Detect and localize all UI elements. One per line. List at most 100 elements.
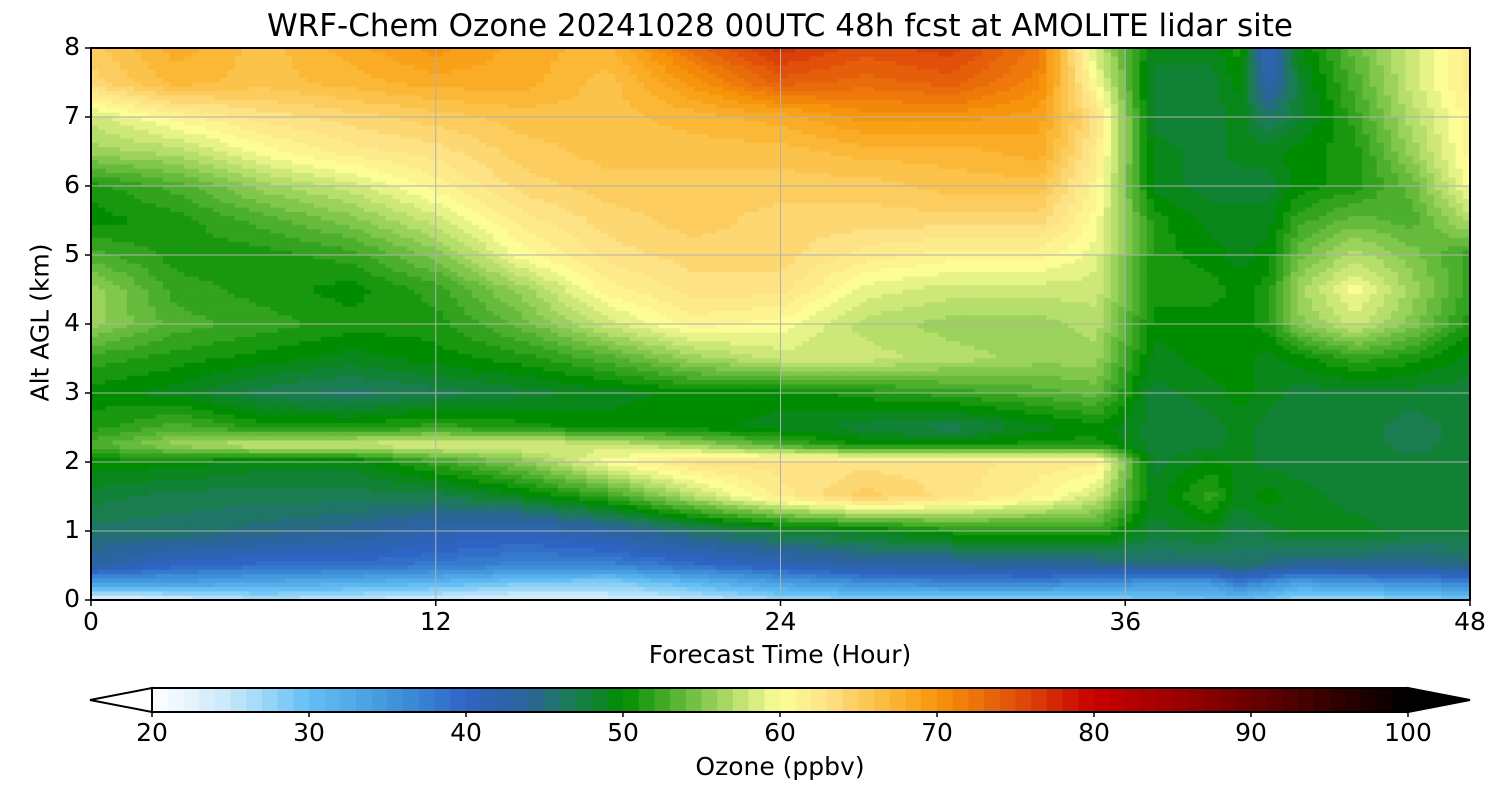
heatmap-cell — [888, 112, 897, 118]
heatmap-cell — [694, 73, 703, 79]
heatmap-cell — [198, 138, 207, 144]
heatmap-cell — [1211, 121, 1220, 127]
heatmap-cell — [1017, 117, 1026, 122]
heatmap-cell — [852, 78, 861, 84]
heatmap-cell — [1218, 91, 1227, 97]
heatmap-cell — [1340, 151, 1349, 157]
heatmap-cell — [780, 134, 789, 140]
heatmap-cell — [802, 117, 810, 122]
heatmap-cell — [687, 48, 695, 53]
heatmap-cell — [1441, 48, 1450, 53]
heatmap-cell — [1405, 69, 1414, 75]
heatmap-cell — [457, 108, 466, 114]
heatmap-cell — [529, 73, 537, 79]
heatmap-cell — [1304, 108, 1313, 114]
heatmap-cell — [1110, 121, 1119, 127]
heatmap-cell — [1053, 147, 1062, 153]
heatmap-cell — [780, 142, 789, 148]
heatmap-cell — [1383, 56, 1392, 62]
heatmap-cell — [1017, 82, 1026, 88]
heatmap-cell — [1010, 56, 1019, 62]
heatmap-cell — [435, 155, 444, 161]
heatmap-cell — [407, 151, 415, 157]
heatmap-cell — [895, 129, 904, 135]
heatmap-cell — [881, 91, 889, 97]
heatmap-cell — [1132, 73, 1141, 79]
heatmap-cell — [536, 60, 545, 66]
heatmap-cell — [572, 82, 580, 88]
heatmap-cell — [615, 129, 624, 135]
heatmap-cell — [263, 78, 272, 84]
heatmap-cell — [888, 65, 897, 71]
heatmap-cell — [1161, 95, 1169, 101]
heatmap-cell — [909, 56, 918, 62]
heatmap-cell — [134, 147, 142, 153]
heatmap-cell — [1197, 69, 1205, 75]
heatmap-cell — [960, 151, 968, 157]
heatmap-cell — [134, 138, 142, 144]
heatmap-cell — [1319, 151, 1327, 157]
heatmap-cell — [141, 73, 150, 79]
heatmap-cell — [1304, 91, 1313, 97]
heatmap-cell — [960, 86, 968, 92]
heatmap-cell — [881, 73, 889, 79]
heatmap-cell — [1276, 56, 1284, 62]
heatmap-cell — [1326, 65, 1335, 71]
heatmap-cell — [1096, 112, 1105, 118]
heatmap-cell — [536, 125, 545, 131]
heatmap-cell — [787, 147, 796, 153]
heatmap-cell — [450, 56, 458, 62]
heatmap-cell — [751, 52, 760, 58]
heatmap-cell — [407, 73, 415, 79]
heatmap-cell — [134, 104, 142, 109]
heatmap-cell — [356, 95, 365, 101]
heatmap-cell — [593, 65, 602, 71]
heatmap-cell — [586, 129, 595, 135]
heatmap-cell — [170, 104, 178, 109]
heatmap-cell — [198, 48, 207, 53]
heatmap-cell — [694, 91, 703, 97]
heatmap-cell — [1441, 112, 1450, 118]
heatmap-cell — [780, 56, 789, 62]
heatmap-cell — [1290, 151, 1299, 157]
heatmap-cell — [557, 52, 566, 58]
heatmap-cell — [205, 147, 214, 153]
heatmap-cell — [809, 95, 818, 101]
heatmap-cell — [1010, 155, 1019, 161]
heatmap-cell — [1118, 147, 1126, 153]
heatmap-cell — [457, 99, 466, 105]
heatmap-cell — [177, 104, 185, 109]
heatmap-cell — [952, 134, 961, 140]
heatmap-cell — [593, 86, 602, 92]
heatmap-cell — [1319, 48, 1327, 53]
heatmap-cell — [134, 121, 142, 127]
heatmap-cell — [672, 129, 681, 135]
heatmap-cell — [845, 112, 853, 118]
heatmap-cell — [464, 91, 473, 97]
heatmap-cell — [565, 99, 573, 105]
heatmap-cell — [493, 69, 501, 75]
heatmap-cell — [1197, 125, 1205, 131]
heatmap-cell — [723, 73, 731, 79]
heatmap-cell — [536, 78, 545, 84]
heatmap-cell — [708, 142, 717, 148]
heatmap-cell — [1412, 117, 1421, 122]
heatmap-cell — [550, 60, 559, 66]
heatmap-cell — [1376, 147, 1385, 153]
heatmap-cell — [629, 95, 638, 101]
heatmap-cell — [615, 142, 624, 148]
heatmap-cell — [234, 82, 243, 88]
heatmap-cell — [256, 86, 264, 92]
heatmap-cell — [213, 65, 221, 71]
heatmap-cell — [1132, 151, 1141, 157]
heatmap-cell — [830, 125, 839, 131]
heatmap-cell — [1096, 125, 1105, 131]
heatmap-cell — [1276, 121, 1284, 127]
heatmap-cell — [888, 91, 897, 97]
heatmap-cell — [967, 91, 976, 97]
heatmap-cell — [823, 95, 832, 101]
heatmap-cell — [1247, 138, 1256, 144]
heatmap-cell — [1419, 134, 1428, 140]
heatmap-cell — [751, 129, 760, 135]
heatmap-cell — [205, 155, 214, 161]
